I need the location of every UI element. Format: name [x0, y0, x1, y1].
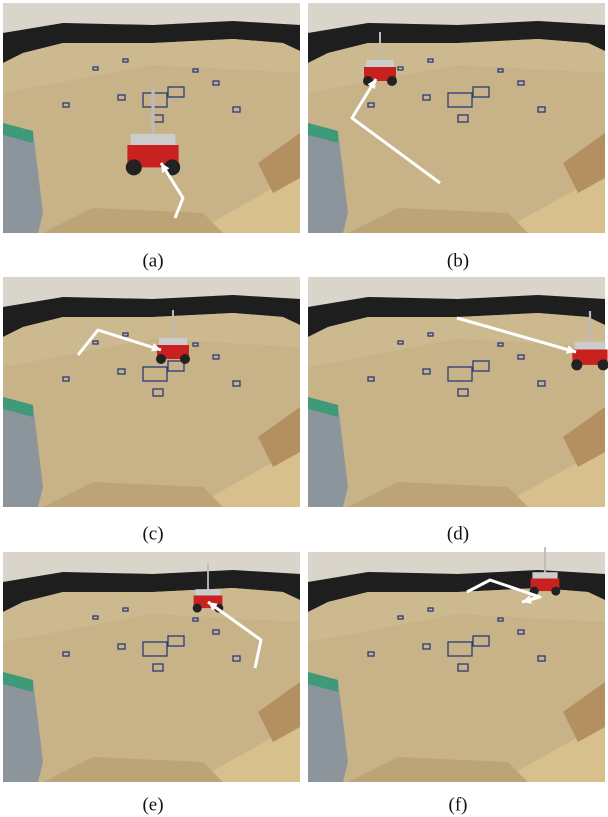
robot-wheel: [387, 76, 397, 86]
photo-panel: [3, 552, 300, 782]
robot-top: [366, 60, 394, 68]
robot-top: [131, 134, 176, 147]
photo-panel: [308, 3, 605, 233]
robot-top: [195, 589, 220, 596]
photo-panel: [308, 547, 605, 782]
panel-caption: (b): [447, 250, 469, 271]
robot-wheel: [571, 359, 582, 370]
photo: [308, 552, 605, 782]
page: (a)(b)(c)(d)(e)(f) (() => { const data =…: [0, 0, 608, 817]
robot-top: [159, 338, 187, 346]
robot-top: [532, 572, 557, 579]
robot-wheel: [551, 587, 560, 596]
photo-panel: [3, 3, 300, 233]
robot-top: [575, 342, 606, 351]
photo: [3, 277, 300, 507]
robot-wheel: [156, 354, 166, 364]
panel-caption: (f): [449, 794, 468, 815]
robot-wheel: [180, 354, 190, 364]
panel-caption: (c): [142, 523, 163, 544]
photo: [308, 277, 605, 507]
photo-panel: [308, 277, 608, 507]
figure: (a) (b) (c) (d) (e) (f): [0, 0, 608, 817]
robot-wheel: [193, 604, 202, 613]
panel-caption: (a): [142, 250, 163, 271]
panel-caption: (d): [447, 523, 469, 544]
robot-wheel: [126, 159, 142, 175]
photo-panel: [3, 277, 300, 507]
panel-caption: (e): [142, 794, 163, 815]
